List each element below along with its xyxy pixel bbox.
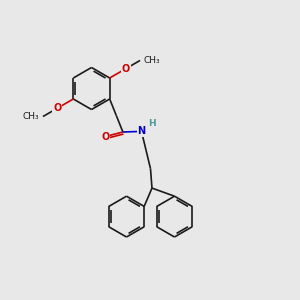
- Text: O: O: [101, 131, 110, 142]
- Text: O: O: [53, 103, 61, 113]
- Text: CH₃: CH₃: [23, 112, 39, 121]
- Text: N: N: [137, 126, 146, 136]
- Text: O: O: [122, 64, 130, 74]
- Text: CH₃: CH₃: [144, 56, 160, 65]
- Text: H: H: [148, 118, 156, 127]
